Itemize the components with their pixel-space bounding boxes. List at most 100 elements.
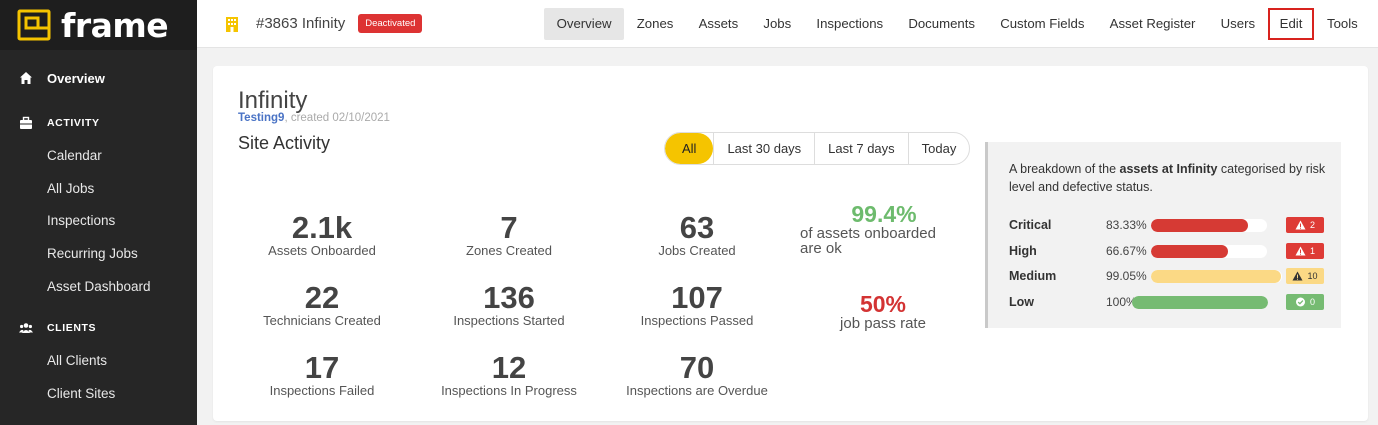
sidebar-item-inspections[interactable]: Inspections: [47, 213, 116, 229]
tab-inspections[interactable]: Inspections: [816, 16, 884, 31]
logo[interactable]: frame: [0, 0, 197, 50]
stat-inspections-started: 136 Inspections Started: [409, 282, 609, 328]
pass-rate-value: 50%: [859, 291, 907, 317]
stat-zones-created: 7 Zones Created: [409, 212, 609, 258]
risk-progress-fill: [1151, 219, 1248, 232]
tab-asset-register[interactable]: Asset Register: [1109, 16, 1196, 31]
stat-technicians-created: 22 Technicians Created: [222, 282, 422, 328]
stat-inspections-in-progress: 12 Inspections In Progress: [409, 352, 609, 398]
warning-icon: [1292, 271, 1303, 281]
stat-label: Technicians Created: [263, 313, 381, 328]
sidebar-item-all-jobs[interactable]: All Jobs: [47, 180, 95, 196]
stat-jobs-created: 63 Jobs Created: [597, 212, 797, 258]
risk-progress-track: [1132, 296, 1268, 309]
risk-level-percent: 100%: [1106, 295, 1137, 309]
defect-count: 10: [1307, 271, 1318, 281]
ok-rate-value: 99.4%: [851, 201, 917, 227]
stat-value: 2.1k: [291, 210, 353, 245]
sidebar-item-asset-dashboard[interactable]: Asset Dashboard: [47, 278, 151, 294]
filter-last-7-days[interactable]: Last 7 days: [814, 133, 908, 164]
stat-value: 17: [304, 350, 340, 385]
date-filter-group: All Last 30 days Last 7 days Today: [664, 132, 971, 165]
breakdown-row-medium: Medium 99.05% 10: [1009, 266, 1329, 286]
tab-jobs[interactable]: Jobs: [763, 16, 792, 31]
sidebar-section-label: CLIENTS: [47, 322, 97, 335]
filter-last-30-days[interactable]: Last 30 days: [713, 133, 814, 164]
defect-count-badge[interactable]: 1: [1286, 243, 1324, 259]
risk-level-percent: 99.05%: [1106, 269, 1147, 283]
risk-level-percent: 83.33%: [1106, 218, 1147, 232]
risk-progress-fill: [1151, 270, 1281, 283]
creator-link[interactable]: Testing9: [238, 112, 285, 124]
tab-assets[interactable]: Assets: [698, 16, 739, 31]
sidebar-item-client-sites[interactable]: Client Sites: [47, 386, 116, 402]
breakdown-description: A breakdown of the assets at Infinity ca…: [1009, 160, 1329, 196]
site-tabs: Overview Zones Assets Jobs Inspections D…: [544, 8, 1370, 40]
stat-label: Inspections are Overdue: [626, 383, 768, 398]
stat-label: Zones Created: [466, 243, 552, 258]
sidebar-item-recurring-jobs[interactable]: Recurring Jobs: [47, 246, 138, 262]
risk-progress-fill: [1132, 296, 1268, 309]
filter-all[interactable]: All: [665, 133, 714, 164]
home-icon: [20, 72, 32, 84]
stat-inspections-overdue: 70 Inspections are Overdue: [597, 352, 797, 398]
defect-count-badge[interactable]: 2: [1286, 217, 1324, 233]
breakdown-desc-prefix: A breakdown of the: [1009, 162, 1120, 176]
page-title: Infinity: [238, 87, 308, 114]
tab-overview[interactable]: Overview: [544, 8, 625, 40]
stat-label: Jobs Created: [658, 243, 736, 258]
stat-assets-onboarded: 2.1k Assets Onboarded: [222, 212, 422, 258]
tab-zones[interactable]: Zones: [636, 16, 674, 31]
risk-progress-track: [1151, 245, 1267, 258]
sidebar-section-label: ACTIVITY: [47, 117, 100, 129]
section-title: Site Activity: [238, 133, 331, 153]
warning-icon: [1295, 220, 1306, 230]
risk-level-percent: 66.67%: [1106, 244, 1147, 258]
tab-users[interactable]: Users: [1220, 16, 1256, 31]
building-icon: [226, 16, 238, 32]
frame-logo-icon: [17, 9, 51, 41]
stat-value: 136: [483, 280, 535, 315]
defect-count-badge[interactable]: 10: [1286, 268, 1324, 284]
risk-level-label: Critical: [1009, 218, 1052, 232]
tab-documents[interactable]: Documents: [908, 16, 976, 31]
check-circle-icon: [1295, 297, 1305, 307]
sidebar-section-clients: CLIENTS: [0, 311, 197, 345]
sidebar-section-activity: ACTIVITY: [0, 106, 197, 140]
briefcase-icon: [20, 116, 32, 129]
defect-count-badge[interactable]: 0: [1286, 294, 1324, 310]
sidebar-item-overview[interactable]: Overview: [0, 50, 197, 106]
stat-value: 70: [679, 350, 715, 385]
stat-value: 63: [679, 210, 715, 245]
sidebar: frame Overview ACTIVITY Calendar All Job…: [0, 0, 197, 425]
breakdown-row-low: Low 100% 0: [1009, 292, 1329, 312]
risk-progress-track: [1151, 219, 1267, 232]
stat-label: Assets Onboarded: [268, 243, 376, 258]
stat-label: Inspections Failed: [269, 383, 375, 398]
stat-value: 7: [500, 210, 518, 245]
stat-inspections-passed: 107 Inspections Passed: [597, 282, 797, 328]
sidebar-item-label: Overview: [47, 70, 105, 86]
risk-breakdown-panel: A breakdown of the assets at Infinity ca…: [985, 142, 1341, 328]
breakdown-row-critical: Critical 83.33% 2: [1009, 215, 1329, 235]
stat-value: 22: [304, 280, 340, 315]
sidebar-item-calendar[interactable]: Calendar: [47, 148, 102, 163]
users-icon: [19, 323, 33, 334]
warning-icon: [1295, 246, 1306, 256]
stat-label: Inspections Passed: [640, 313, 754, 328]
job-pass-rate: 50% job pass rate: [793, 292, 973, 331]
stat-label: Inspections Started: [453, 313, 565, 328]
pass-rate-label: job pass rate: [840, 315, 926, 332]
status-badge: Deactivated: [358, 14, 423, 33]
site-overview-card: Infinity Testing9, created 02/10/2021 Si…: [213, 66, 1368, 421]
tab-edit[interactable]: Edit: [1267, 8, 1315, 40]
breakdown-row-high: High 66.67% 1: [1009, 241, 1329, 261]
assets-ok-rate: 99.4% of assets onboarded are ok: [794, 202, 974, 256]
ok-rate-label-line1: of assets onboarded: [800, 225, 936, 242]
sidebar-item-all-clients[interactable]: All Clients: [47, 353, 108, 369]
tab-tools[interactable]: Tools: [1326, 16, 1358, 31]
filter-today[interactable]: Today: [907, 133, 970, 164]
site-title: #3863 Infinity: [256, 15, 346, 32]
created-info: Testing9, created 02/10/2021: [238, 112, 390, 124]
tab-custom-fields[interactable]: Custom Fields: [1000, 16, 1085, 31]
